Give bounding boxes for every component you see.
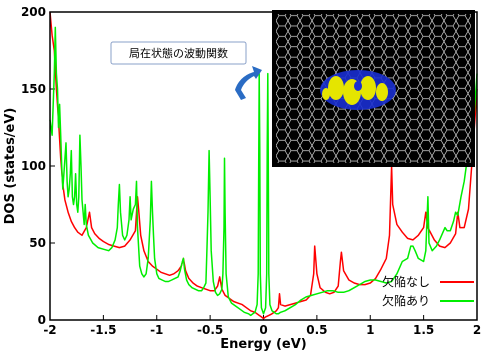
legend-label-series-0: 欠陥なし [382, 274, 430, 289]
x-tick-label: 0 [259, 323, 267, 337]
callout: 局在状態の波動関数 [110, 41, 262, 100]
series-layer [49, 11, 478, 320]
x-tick-label: 2 [473, 323, 481, 337]
series-line-1 [49, 26, 478, 317]
y-tick-label: 200 [21, 5, 46, 19]
y-axis-label: DOS (states/eV) [3, 108, 18, 225]
callout-arrow-icon [235, 66, 262, 100]
x-tick-label: -2 [43, 323, 56, 337]
x-tick-label: 1 [366, 323, 374, 337]
x-tick-label: -1 [150, 323, 163, 337]
x-axis-label: Energy (eV) [220, 337, 306, 352]
x-tick-label: 1.5 [413, 323, 434, 337]
x-tick-label: -0.5 [197, 323, 223, 337]
x-tick-label: 0.5 [306, 323, 327, 337]
y-tick-label: 100 [21, 159, 46, 173]
legend: 欠陥なし 欠陥あり [382, 274, 474, 308]
inset-wavefunction-image [272, 10, 475, 167]
plot-frame [49, 11, 478, 321]
tick-layer: -2 -1.5 -1 -0.5 0 0.5 1 1.5 2 0 50 100 150 200 [21, 5, 481, 337]
localized-state-blob [320, 70, 396, 110]
callout-text: 局在状態の波動関数 [129, 46, 228, 60]
y-tick-label: 50 [29, 236, 46, 250]
y-tick-label: 150 [21, 82, 46, 96]
y-tick-label: 0 [38, 313, 46, 327]
x-tick-label: -1.5 [90, 323, 116, 337]
legend-label-series-1: 欠陥あり [382, 293, 430, 308]
callout-box [110, 41, 247, 65]
series-line-0 [49, 11, 478, 320]
